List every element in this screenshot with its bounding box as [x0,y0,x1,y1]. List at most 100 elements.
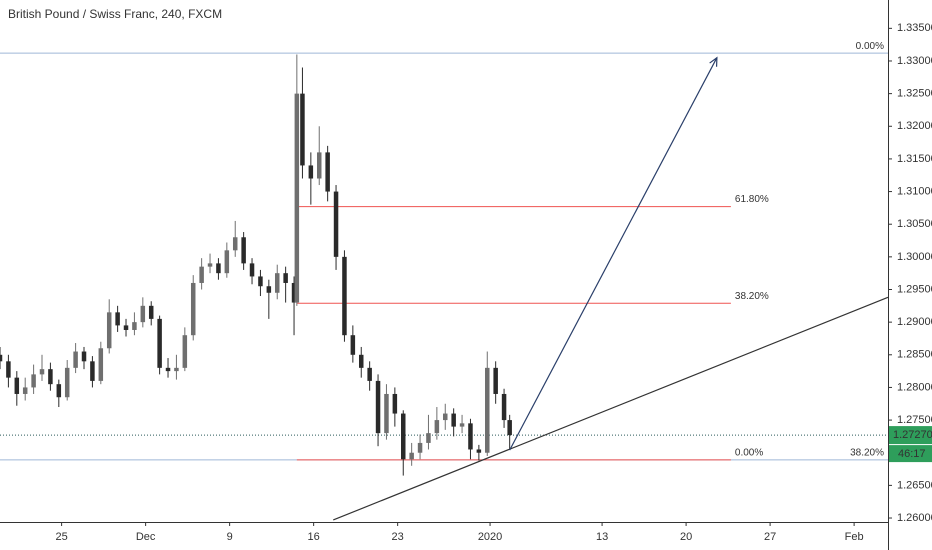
y-tick-label: 1.26500 [897,479,932,491]
candle-body [224,250,230,274]
candle-body [190,282,196,336]
fib-label: 0.00% [735,448,763,459]
candle-body [98,348,104,381]
y-tick-label: 1.28500 [897,349,932,361]
candle-body [232,237,238,251]
price-tag [889,426,932,445]
arrow [509,57,718,451]
candle-body [300,93,305,166]
x-tick-label: 13 [596,531,608,543]
candle-body [73,351,78,368]
candle-body [274,273,280,293]
candle-body [316,152,322,179]
candle-body [6,361,11,378]
candle-body [401,413,406,460]
candle-body [501,393,507,421]
candle-body [375,380,381,434]
y-tick-label: 1.29500 [897,283,932,295]
countdown-label: 46:17 [898,448,926,460]
fib-label: 61.80% [735,194,769,205]
candle-body [148,305,154,319]
candle-body [14,377,20,394]
candle-body [283,273,288,283]
candle-body [48,369,53,385]
candle-body [174,367,179,372]
candle-body [291,282,297,303]
candle-body [459,423,465,427]
candle-body [115,312,120,326]
candle-body [493,367,498,394]
candle-body [199,266,204,283]
x-tick-label: 9 [227,531,233,543]
y-tick-label: 1.30500 [897,218,932,230]
candle-body [81,351,87,362]
trendline [333,296,889,521]
candle-body [241,237,246,264]
candle-body [384,393,389,434]
candle-body [308,165,314,179]
candle-body [426,433,431,443]
candle-body [258,276,263,287]
y-tick-label: 1.33000 [897,55,932,67]
candle-body [266,286,272,293]
candle-body [182,335,188,368]
x-tick-label: 20 [680,531,692,543]
y-tick-label: 1.32000 [897,120,932,132]
y-tick-label: 1.28000 [897,381,932,393]
candle-body [56,384,62,398]
candle-body [165,367,171,372]
candle-body [358,354,364,368]
candle-body [0,354,3,362]
candle-body [476,449,482,453]
x-tick-label: Feb [845,531,864,543]
candle-body [443,413,448,421]
y-tick-label: 1.26000 [897,512,932,524]
candle-body [417,442,423,453]
candle-body [451,413,456,427]
candle-body [434,420,440,434]
fib-label: 0.00% [856,41,884,52]
candle-body [409,452,414,460]
y-tick-label: 1.29000 [897,316,932,328]
candle-body [106,312,112,349]
candle-body [64,367,70,398]
candle-body [90,361,95,381]
candle-body [507,420,512,436]
candle-body [249,263,255,277]
candle-body [342,256,347,336]
y-tick-label: 1.32500 [897,88,932,100]
candle-body [207,263,213,267]
fib-label: 38.20% [850,448,884,459]
candle-body [123,325,129,330]
candle-body [367,367,372,381]
x-tick-label: 23 [392,531,404,543]
candle-body [31,374,36,388]
candle-body [22,387,28,394]
x-tick-label: 27 [764,531,776,543]
y-tick-label: 1.31500 [897,153,932,165]
arrow-head [709,56,718,67]
price-tag-label: 1.27270 [893,429,932,441]
candle-body [468,423,473,450]
candle-body [333,191,339,257]
y-tick-label: 1.31000 [897,185,932,197]
x-tick-label: 2020 [478,531,502,543]
candle-body [294,93,300,303]
y-tick-label: 1.30000 [897,251,932,263]
candle-body [157,318,162,368]
fib-label: 38.20% [735,291,769,302]
candle-body [485,367,490,453]
y-tick-label: 1.27500 [897,414,932,426]
chart-title: British Pound / Swiss Franc, 240, FXCM [8,7,222,21]
candle-body [216,263,221,274]
countdown-tag [889,445,932,463]
candle-body [325,152,330,192]
candle-body [132,322,137,330]
y-tick-label: 1.33500 [897,22,932,34]
x-tick-label: Dec [136,531,156,543]
x-tick-label: 16 [308,531,320,543]
candle-body [392,393,398,414]
candle-body [39,369,45,375]
candle-body [140,305,146,323]
